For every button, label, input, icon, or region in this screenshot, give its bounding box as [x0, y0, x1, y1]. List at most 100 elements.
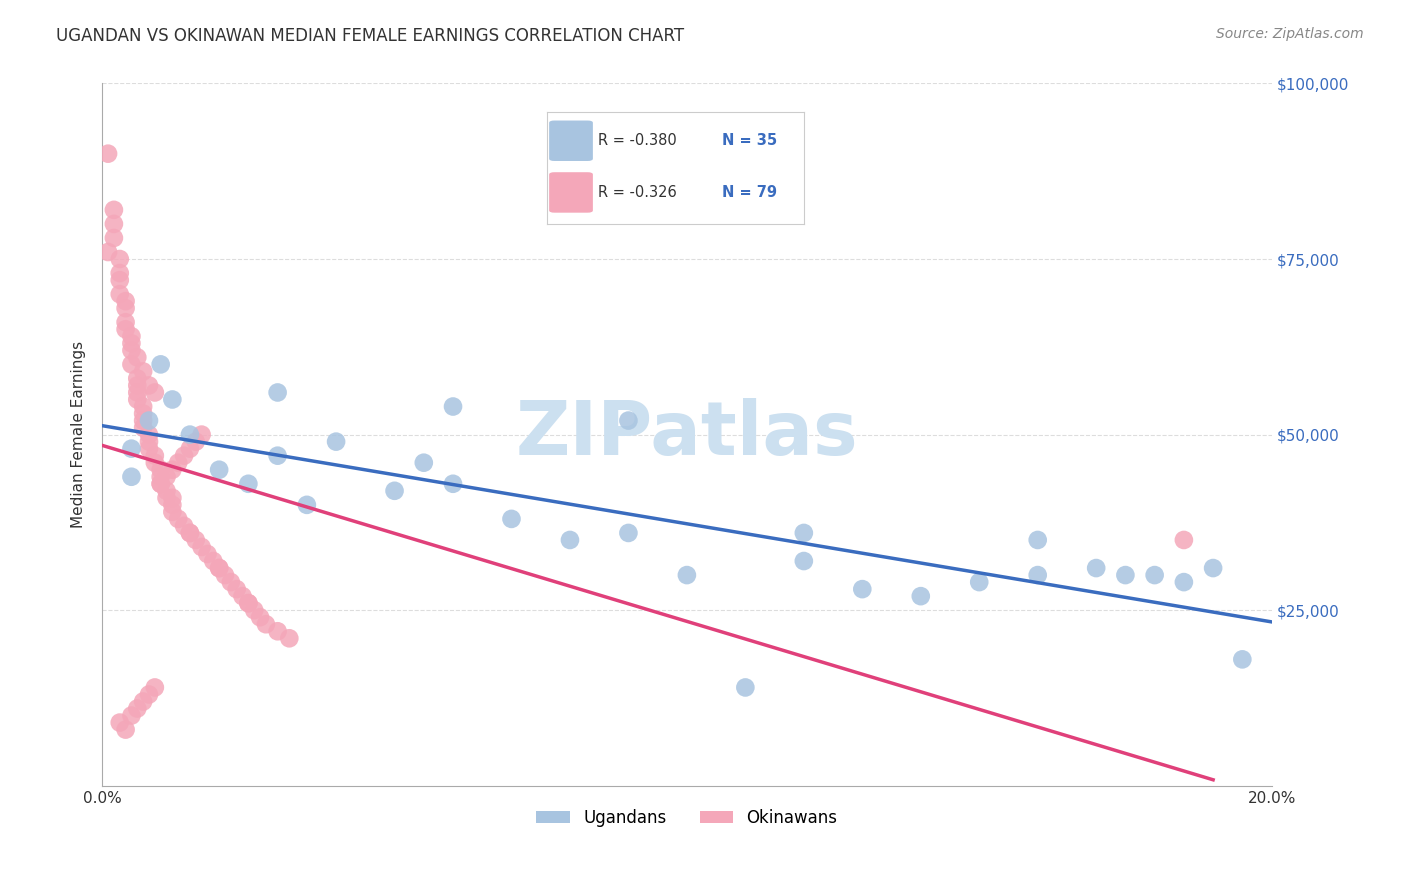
Point	[910, 589, 932, 603]
Point	[1114, 568, 1136, 582]
Point	[238, 596, 260, 610]
Text: Source: ZipAtlas.com: Source: ZipAtlas.com	[1216, 27, 1364, 41]
Point	[238, 476, 260, 491]
Point	[138, 442, 160, 456]
Point	[114, 322, 136, 336]
Point	[138, 413, 160, 427]
Point	[132, 694, 155, 708]
Point	[162, 498, 184, 512]
Text: UGANDAN VS OKINAWAN MEDIAN FEMALE EARNINGS CORRELATION CHART: UGANDAN VS OKINAWAN MEDIAN FEMALE EARNIN…	[56, 27, 685, 45]
Point	[197, 547, 219, 561]
Point	[278, 632, 301, 646]
Point	[676, 568, 699, 582]
Point	[1173, 575, 1195, 590]
Point	[254, 617, 277, 632]
Point	[225, 582, 247, 596]
Point	[384, 483, 406, 498]
Point	[127, 378, 149, 392]
Point	[143, 449, 166, 463]
Point	[441, 400, 464, 414]
Point	[132, 420, 155, 434]
Point	[793, 525, 815, 540]
Point	[325, 434, 347, 449]
Point	[179, 442, 201, 456]
Point	[179, 525, 201, 540]
Point	[851, 582, 873, 596]
Point	[103, 217, 125, 231]
Point	[558, 533, 581, 547]
Point	[155, 469, 177, 483]
Point	[266, 385, 288, 400]
Point	[501, 512, 523, 526]
Point	[162, 463, 184, 477]
Point	[108, 287, 131, 301]
Point	[734, 681, 756, 695]
Point	[120, 708, 142, 723]
Point	[108, 266, 131, 280]
Point	[127, 351, 149, 365]
Point	[179, 427, 201, 442]
Point	[132, 413, 155, 427]
Point	[1085, 561, 1108, 575]
Point	[214, 568, 236, 582]
Point	[132, 407, 155, 421]
Point	[232, 589, 254, 603]
Point	[114, 301, 136, 316]
Point	[173, 519, 195, 533]
Point	[162, 491, 184, 505]
Point	[295, 498, 318, 512]
Point	[103, 202, 125, 217]
Point	[190, 540, 212, 554]
Point	[108, 273, 131, 287]
Point	[1173, 533, 1195, 547]
Point	[114, 294, 136, 309]
Point	[967, 575, 990, 590]
Point	[120, 329, 142, 343]
Point	[127, 371, 149, 385]
Text: ZIPatlas: ZIPatlas	[516, 398, 858, 471]
Point	[127, 392, 149, 407]
Point	[184, 533, 207, 547]
Point	[162, 392, 184, 407]
Point	[1143, 568, 1166, 582]
Point	[266, 449, 288, 463]
Point	[138, 434, 160, 449]
Point	[793, 554, 815, 568]
Point	[97, 146, 120, 161]
Point	[167, 512, 190, 526]
Point	[120, 442, 142, 456]
Point	[103, 231, 125, 245]
Point	[120, 343, 142, 358]
Point	[1232, 652, 1254, 666]
Point	[127, 701, 149, 715]
Point	[138, 427, 160, 442]
Point	[179, 525, 201, 540]
Point	[617, 413, 640, 427]
Point	[149, 463, 172, 477]
Point	[120, 336, 142, 351]
Point	[108, 252, 131, 266]
Point	[162, 505, 184, 519]
Point	[149, 357, 172, 371]
Point	[208, 463, 231, 477]
Point	[208, 561, 231, 575]
Point	[238, 596, 260, 610]
Point	[143, 456, 166, 470]
Point	[120, 469, 142, 483]
Point	[173, 449, 195, 463]
Legend: Ugandans, Okinawans: Ugandans, Okinawans	[530, 802, 844, 834]
Point	[149, 469, 172, 483]
Point	[184, 434, 207, 449]
Point	[97, 245, 120, 260]
Y-axis label: Median Female Earnings: Median Female Earnings	[72, 341, 86, 528]
Point	[149, 476, 172, 491]
Point	[155, 483, 177, 498]
Point	[143, 681, 166, 695]
Point	[114, 723, 136, 737]
Point	[114, 315, 136, 329]
Point	[219, 575, 242, 590]
Point	[167, 456, 190, 470]
Point	[132, 400, 155, 414]
Point	[617, 525, 640, 540]
Point	[1026, 533, 1049, 547]
